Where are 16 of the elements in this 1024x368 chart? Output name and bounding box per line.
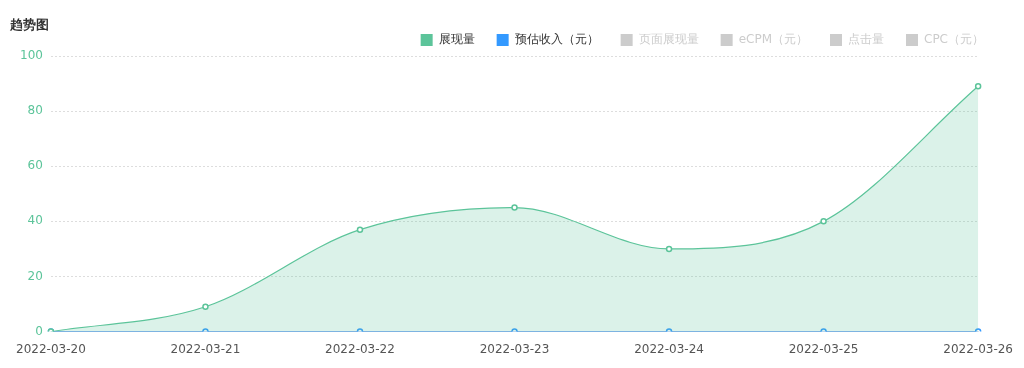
y-tick-label: 20 [27,268,43,283]
x-tick-label: 2022-03-26 [943,341,1014,356]
chart-title: 趋势图 [10,16,49,34]
legend-label: 预估收入（元） [514,32,599,47]
x-tick-label: 2022-03-22 [325,341,395,356]
x-tick-label: 2022-03-25 [788,341,859,356]
y-tick-label: 60 [27,158,43,173]
x-tick-label: 2022-03-24 [634,341,704,356]
x-tick-label: 2022-03-20 [16,341,86,356]
y-tick-label: 100 [20,48,43,63]
x-tick-label: 2022-03-23 [479,341,550,356]
y-tick-label: 80 [27,103,43,118]
x-tick-label: 2022-03-21 [170,341,241,356]
y-tick-label: 40 [27,213,43,228]
legend-label: 展现量 [438,32,475,47]
y-tick-label: 0 [35,323,43,338]
